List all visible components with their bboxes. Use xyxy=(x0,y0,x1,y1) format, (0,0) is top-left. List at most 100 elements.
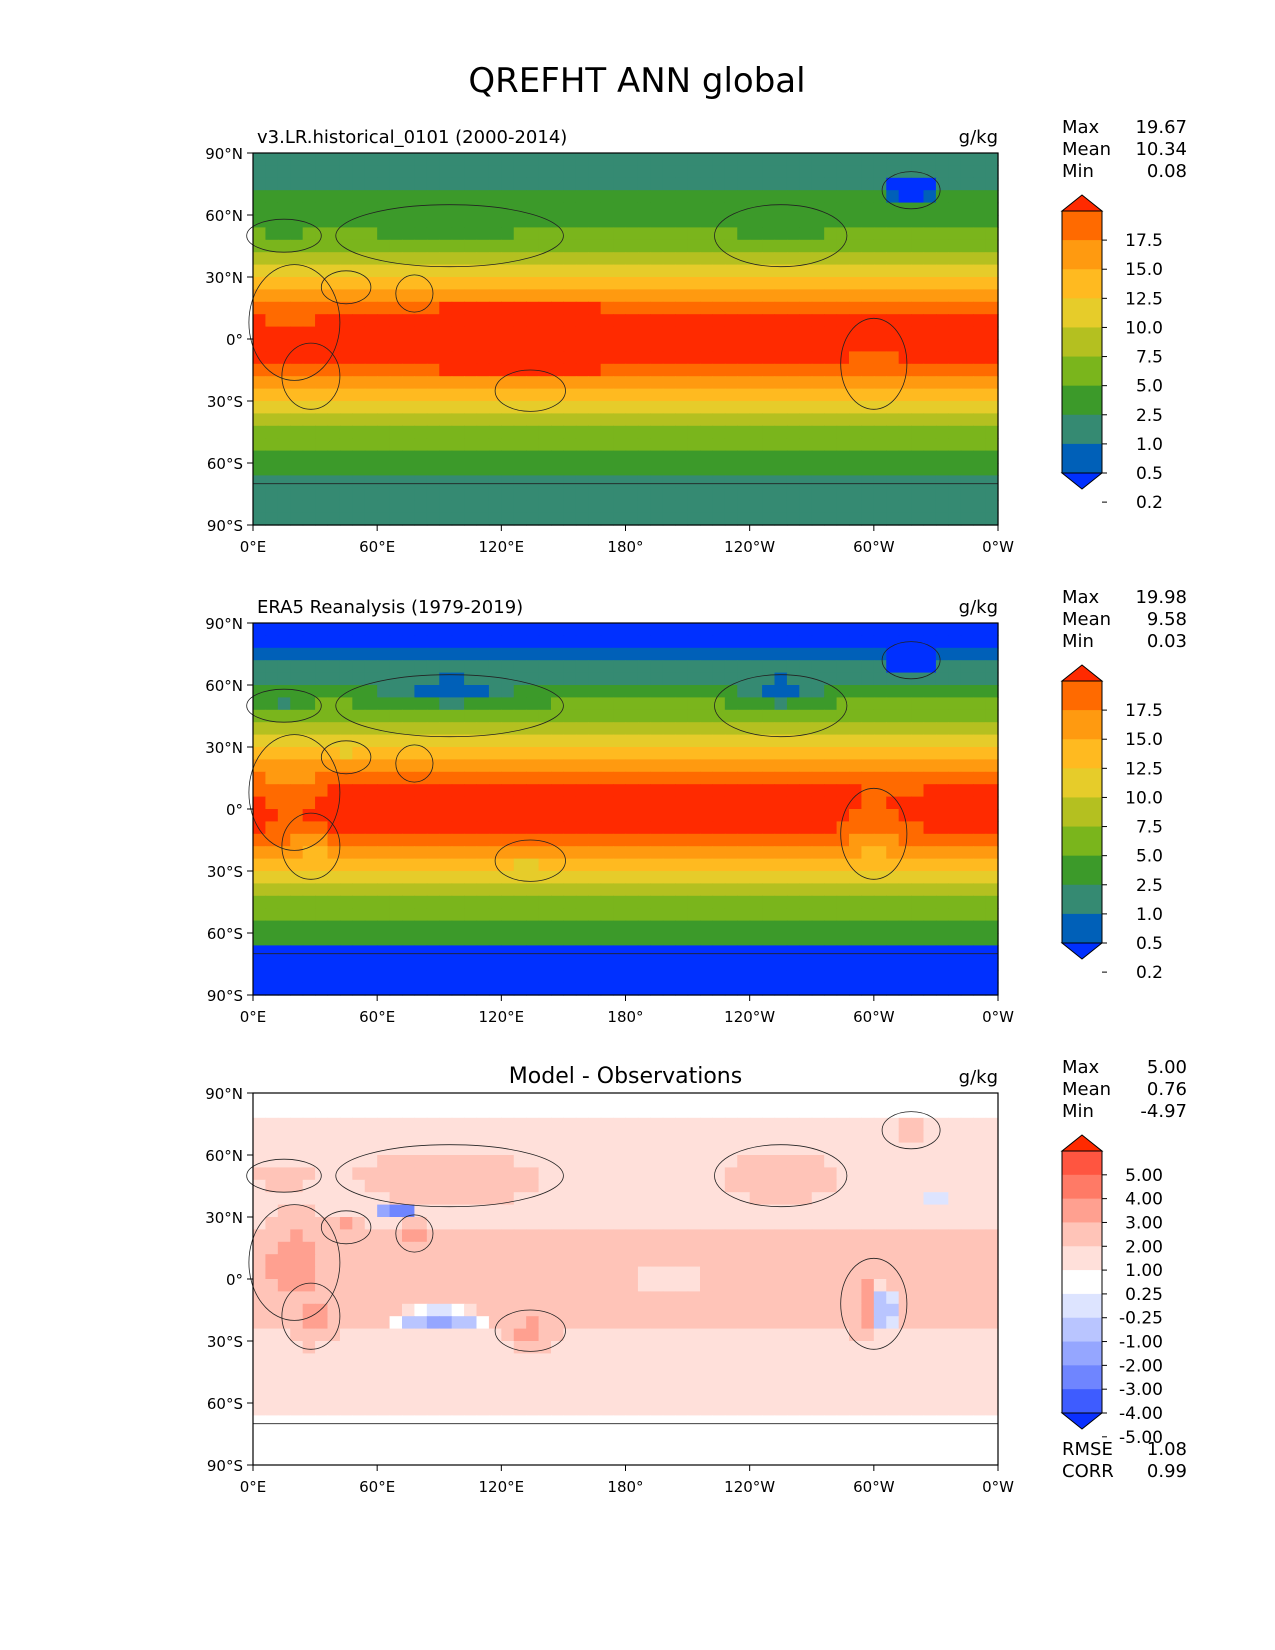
heatmap-cell xyxy=(625,1303,639,1317)
heatmap-cell xyxy=(811,685,825,698)
heatmap-cell xyxy=(712,202,726,216)
heatmap-cell xyxy=(575,475,589,489)
heatmap-cell xyxy=(923,1117,937,1131)
heatmap-cell xyxy=(575,1303,589,1317)
heatmap-cell xyxy=(253,301,267,315)
heatmap-cell xyxy=(389,945,403,959)
heatmap-cell xyxy=(811,1192,825,1206)
heatmap-cell xyxy=(315,846,329,860)
heatmap-cell xyxy=(551,1229,565,1243)
heatmap-cell xyxy=(923,982,937,996)
heatmap-cell xyxy=(985,771,999,785)
heatmap-cell xyxy=(712,1229,726,1243)
heatmap-cell xyxy=(687,289,701,303)
heatmap-cell xyxy=(935,759,949,773)
heatmap-cell xyxy=(352,697,366,711)
heatmap-cell xyxy=(613,264,627,278)
lat-tick-label: 30°S xyxy=(207,863,243,881)
heatmap-cell xyxy=(737,1155,751,1168)
heatmap-cell xyxy=(712,351,726,365)
heatmap-cell xyxy=(600,1241,614,1255)
figure-title: QREFHT ANN global xyxy=(468,61,805,101)
heatmap-cell xyxy=(600,858,614,872)
heatmap-cell xyxy=(277,401,291,414)
heatmap-cell xyxy=(439,376,453,390)
heatmap-cell xyxy=(501,301,515,315)
heatmap-cell xyxy=(426,858,440,872)
heatmap-cell xyxy=(352,165,366,179)
heatmap-cell xyxy=(402,1279,416,1292)
heatmap-cell xyxy=(749,871,763,884)
heatmap-cell xyxy=(302,846,316,860)
heatmap-cell xyxy=(774,784,788,798)
heatmap-cell xyxy=(526,487,540,501)
heatmap-cell xyxy=(451,821,465,835)
heatmap-cell xyxy=(637,957,651,971)
heatmap-cell xyxy=(886,487,900,501)
heatmap-cell xyxy=(836,512,850,526)
heatmap-cell xyxy=(476,1179,490,1193)
colorbar-extend-bottom xyxy=(1060,942,1104,960)
heatmap-cell xyxy=(302,1341,316,1354)
heatmap-cell xyxy=(476,1303,490,1317)
heatmap-cell xyxy=(712,289,726,303)
heatmap-cell xyxy=(339,846,353,860)
colorbar-label: 17.5 xyxy=(1125,231,1163,251)
heatmap-cell xyxy=(551,376,565,390)
heatmap-cell xyxy=(824,982,838,996)
heatmap-cell xyxy=(352,858,366,872)
heatmap-cell xyxy=(749,945,763,959)
heatmap-cell xyxy=(637,1229,651,1243)
heatmap-cell xyxy=(513,908,527,922)
heatmap-cell xyxy=(488,202,502,216)
heatmap-cell xyxy=(588,1291,602,1305)
heatmap-cell xyxy=(985,871,999,884)
heatmap-cell xyxy=(389,177,403,191)
heatmap-cell xyxy=(700,339,714,352)
heatmap-cell xyxy=(551,1241,565,1255)
heatmap-cell xyxy=(960,388,974,402)
heatmap-cell xyxy=(712,500,726,514)
heatmap-cell xyxy=(861,784,875,798)
heatmap-cell xyxy=(935,685,949,698)
heatmap-cell xyxy=(414,277,428,290)
heatmap-cell xyxy=(290,970,304,984)
heatmap-cell xyxy=(327,239,341,253)
heatmap-cell xyxy=(737,215,751,228)
heatmap-cell xyxy=(488,215,502,228)
heatmap-cell xyxy=(488,190,502,204)
heatmap-cell xyxy=(488,301,502,315)
heatmap-cell xyxy=(352,227,366,241)
heatmap-cell xyxy=(737,895,751,909)
heatmap-cell xyxy=(712,1093,726,1106)
heatmap-cell xyxy=(588,301,602,315)
heatmap-cell xyxy=(377,647,391,661)
stat-label: Min xyxy=(1062,631,1094,652)
heatmap-cell xyxy=(600,672,614,686)
heatmap-cell xyxy=(389,908,403,922)
heatmap-cell xyxy=(774,1117,788,1131)
heatmap-cell xyxy=(439,475,453,489)
heatmap-cell xyxy=(911,982,925,996)
heatmap-cell xyxy=(935,1105,949,1119)
heatmap-cell xyxy=(948,227,962,241)
heatmap-cell xyxy=(563,1093,577,1106)
heatmap-cell xyxy=(923,413,937,427)
heatmap-cell xyxy=(873,239,887,253)
heatmap-cell xyxy=(662,784,676,798)
heatmap-cell xyxy=(650,1229,664,1243)
heatmap-cell xyxy=(277,215,291,228)
heatmap-cell xyxy=(551,734,565,748)
heatmap-cell xyxy=(253,759,267,773)
heatmap-cell xyxy=(849,351,863,365)
heatmap-cell xyxy=(464,413,478,427)
heatmap-cell xyxy=(377,450,391,464)
heatmap-cell xyxy=(637,871,651,884)
heatmap-cell xyxy=(451,1117,465,1131)
heatmap-cell xyxy=(575,1254,589,1268)
heatmap-cell xyxy=(277,326,291,340)
heatmap-cell xyxy=(290,672,304,686)
heatmap-cell xyxy=(973,512,987,526)
heatmap-cell xyxy=(625,647,639,661)
heatmap-cell xyxy=(575,635,589,649)
